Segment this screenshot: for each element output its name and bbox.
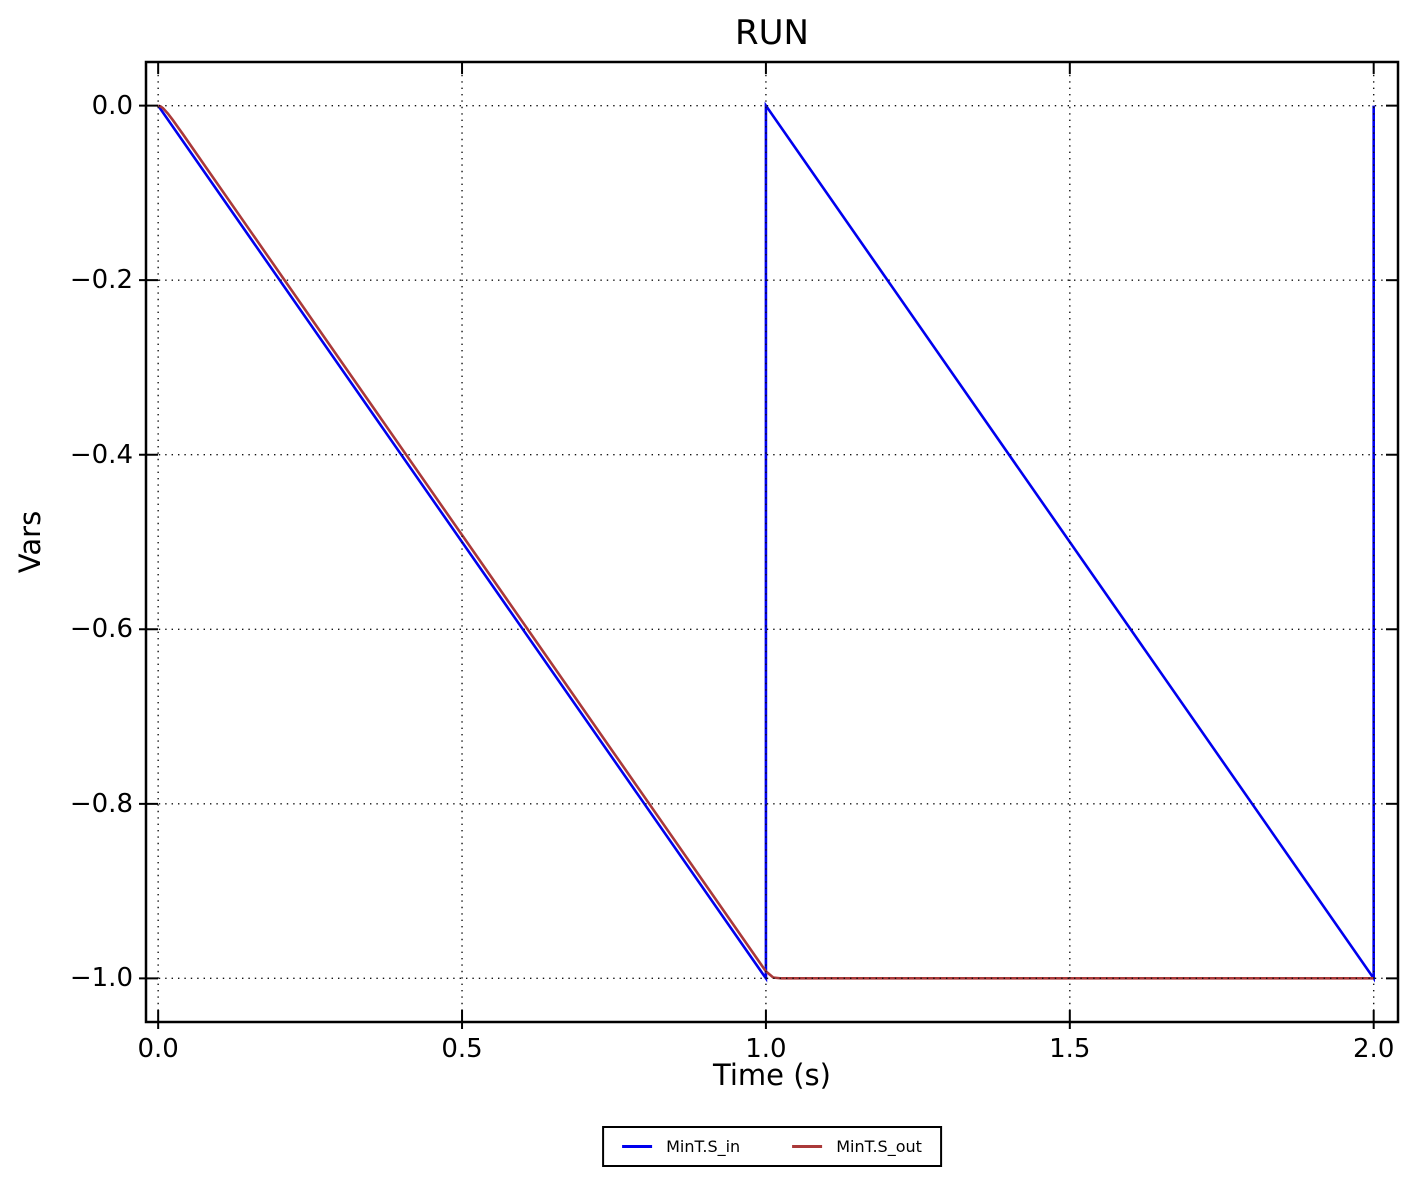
y-tick-label: 0.0 [91, 90, 133, 121]
series-line-mint-s-in [157, 101, 1375, 983]
series-line-mint-s-out [157, 104, 1374, 980]
legend-line-swatch-red [792, 1145, 823, 1148]
x-tick-label: 2.0 [1353, 1034, 1395, 1064]
y-tick-label: −0.2 [69, 265, 133, 296]
x-tick-label: 1.5 [1049, 1034, 1091, 1064]
legend-entry-mint-s-out: MinT.S_out [792, 1137, 922, 1156]
legend-label-mint-s-out: MinT.S_out [836, 1137, 922, 1156]
plot-area [139, 60, 1400, 1029]
x-tick-label: 0.5 [441, 1034, 483, 1064]
x-axis-label: Time (s) [713, 1058, 831, 1092]
legend-label-mint-s-in: MinT.S_in [666, 1137, 741, 1156]
legend-entry-mint-s-in: MinT.S_in [622, 1137, 740, 1156]
y-axis-label: Vars [13, 510, 47, 574]
x-tick-label: 0.0 [137, 1034, 179, 1064]
chart-title: RUN [735, 13, 809, 53]
y-tick-label: −1.0 [69, 963, 133, 994]
y-tick-label: −0.6 [69, 614, 133, 645]
legend: MinT.S_in MinT.S_out [602, 1126, 942, 1167]
legend-line-swatch-blue [622, 1145, 653, 1148]
x-tick-label: 1.0 [745, 1034, 787, 1064]
y-tick-label: −0.4 [69, 439, 133, 470]
axes-border [144, 60, 1400, 1024]
y-tick-label: −0.8 [69, 788, 133, 819]
